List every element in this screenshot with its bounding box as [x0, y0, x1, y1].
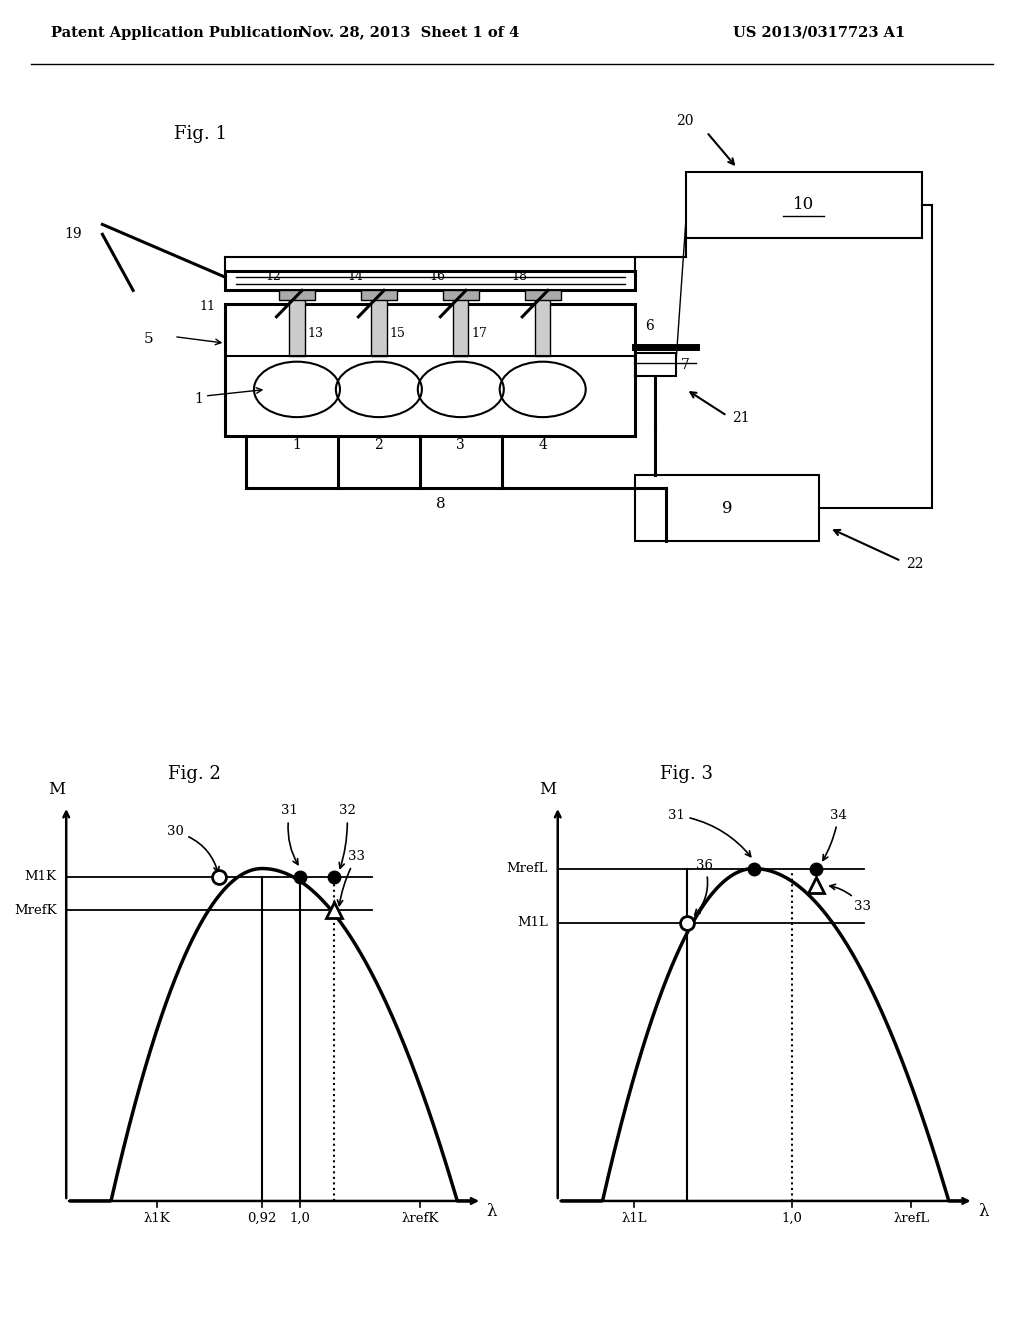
Bar: [635, 354, 676, 376]
Text: M1K: M1K: [25, 870, 56, 883]
Text: 1,0: 1,0: [290, 1212, 311, 1225]
Text: M1L: M1L: [517, 916, 548, 929]
Text: 8: 8: [435, 498, 445, 511]
Text: 6: 6: [645, 319, 654, 333]
Text: 31: 31: [282, 804, 298, 865]
Bar: [225, 271, 635, 290]
Text: MrefK: MrefK: [14, 904, 56, 916]
Text: M: M: [48, 781, 66, 797]
Text: 4: 4: [539, 438, 547, 451]
Text: λ: λ: [486, 1203, 498, 1220]
Text: 13: 13: [307, 326, 324, 339]
Text: 16: 16: [429, 271, 445, 284]
Bar: [686, 172, 922, 238]
Text: 33: 33: [338, 850, 366, 906]
Text: 10: 10: [794, 197, 814, 213]
Text: 7: 7: [681, 358, 690, 372]
Text: 36: 36: [694, 858, 714, 915]
Text: 31: 31: [668, 809, 751, 857]
Text: Fig. 3: Fig. 3: [659, 764, 713, 783]
Text: 21: 21: [732, 412, 750, 425]
Text: λ1K: λ1K: [143, 1212, 170, 1225]
Text: 18: 18: [511, 271, 527, 284]
Text: 9: 9: [722, 500, 732, 516]
Text: 20: 20: [676, 115, 693, 128]
Text: 32: 32: [339, 804, 355, 869]
Bar: [225, 304, 635, 436]
Text: 1: 1: [293, 438, 301, 451]
Text: λrefL: λrefL: [893, 1212, 930, 1225]
Bar: [279, 290, 315, 301]
Bar: [442, 290, 479, 301]
Text: 1: 1: [195, 392, 204, 405]
Text: 15: 15: [389, 326, 406, 339]
Text: 12: 12: [265, 271, 282, 284]
Text: 34: 34: [823, 809, 847, 861]
Text: Nov. 28, 2013  Sheet 1 of 4: Nov. 28, 2013 Sheet 1 of 4: [299, 25, 520, 40]
Text: 17: 17: [471, 326, 487, 339]
Text: 33: 33: [829, 884, 871, 913]
Text: Patent Application Publication: Patent Application Publication: [51, 25, 303, 40]
Text: Fig. 2: Fig. 2: [168, 764, 221, 783]
Text: 2: 2: [375, 438, 383, 451]
Text: US 2013/0317723 A1: US 2013/0317723 A1: [733, 25, 905, 40]
Text: 5: 5: [143, 333, 153, 346]
Text: 19: 19: [65, 227, 82, 240]
Text: λ1L: λ1L: [622, 1212, 647, 1225]
Bar: [524, 290, 561, 301]
Bar: [371, 290, 387, 356]
Text: 14: 14: [347, 271, 364, 284]
Text: Fig. 1: Fig. 1: [174, 125, 227, 144]
Text: λrefK: λrefK: [401, 1212, 438, 1225]
Text: M: M: [540, 781, 557, 797]
Text: 0,92: 0,92: [248, 1212, 276, 1225]
Text: MrefL: MrefL: [507, 862, 548, 875]
Bar: [535, 290, 551, 356]
Text: 3: 3: [457, 438, 465, 451]
Bar: [290, 290, 305, 356]
Text: λ: λ: [978, 1203, 989, 1220]
Text: 22: 22: [906, 557, 924, 570]
Text: 1,0: 1,0: [781, 1212, 803, 1225]
Bar: [360, 290, 396, 301]
Bar: [453, 290, 469, 356]
Text: 11: 11: [199, 300, 215, 313]
Bar: [635, 475, 819, 541]
Text: 30: 30: [167, 825, 219, 873]
